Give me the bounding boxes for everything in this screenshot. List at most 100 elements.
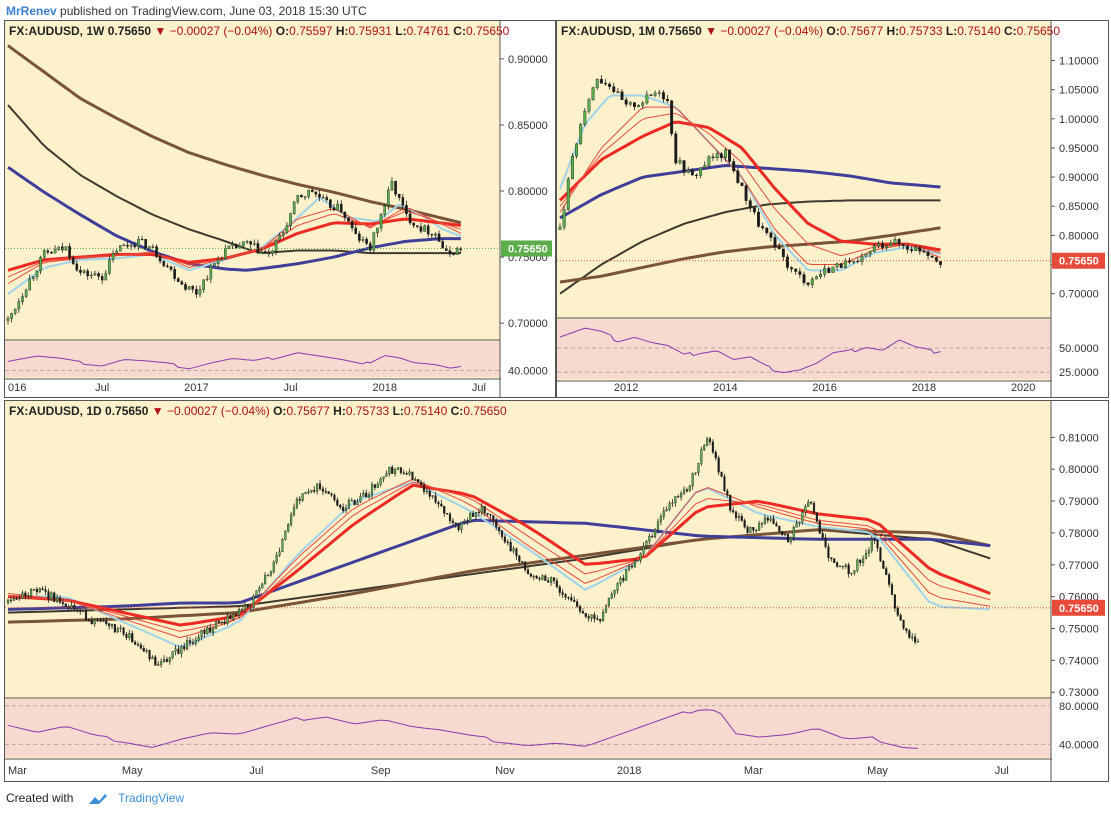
tradingview-cloud-icon[interactable] — [85, 792, 109, 806]
candle-body — [810, 501, 813, 504]
candle — [32, 588, 36, 591]
candle — [333, 493, 336, 502]
candle — [261, 582, 264, 589]
candle-body — [292, 201, 296, 214]
candle — [763, 514, 766, 525]
candle — [443, 505, 446, 517]
candle — [688, 484, 691, 492]
chart-canvas-weekly[interactable]: 0.90000 0.85000 0.80000 0.75000 0.70000 40.00… — [5, 21, 555, 397]
candle — [266, 573, 270, 577]
candle — [459, 246, 463, 254]
candle-body — [463, 520, 466, 523]
candle-body — [229, 615, 232, 620]
moving-average-line — [559, 164, 941, 220]
candle — [336, 497, 339, 507]
candle-body — [343, 211, 347, 218]
candle — [454, 522, 457, 529]
candle-body — [373, 484, 376, 488]
candle — [864, 549, 868, 560]
candle-body — [79, 609, 82, 612]
candle — [269, 570, 272, 577]
candle-body — [402, 472, 405, 474]
candle-body — [359, 496, 362, 502]
candle — [356, 498, 359, 506]
candle-body — [515, 548, 518, 557]
candle-body — [848, 260, 851, 263]
candle — [703, 161, 707, 169]
candle-body — [607, 597, 610, 606]
candle-body — [457, 523, 460, 530]
candle-body — [42, 250, 46, 258]
candle — [876, 539, 879, 552]
legend-last: 0.75650 — [107, 24, 152, 38]
candle-body — [448, 250, 452, 255]
candle-body — [446, 513, 449, 515]
chart-canvas-daily[interactable]: 0.810000.800000.790000.780000.770000.760… — [5, 401, 1108, 781]
candle-body — [82, 610, 85, 612]
legend-open: 0.75677 — [839, 24, 884, 38]
tradingview-link[interactable]: TradingView — [118, 791, 185, 805]
candle-body — [860, 255, 864, 262]
chart-canvas-monthly[interactable]: 1.10000 1.05000 1.00000 0.95000 0.90000 0.850… — [557, 21, 1108, 397]
candle — [99, 617, 102, 623]
candle — [620, 89, 624, 101]
candle-body — [13, 308, 17, 314]
candle — [521, 561, 524, 564]
candle — [232, 613, 235, 622]
candle — [298, 495, 301, 505]
candle-body — [173, 269, 176, 279]
candle — [740, 513, 743, 522]
candle-body — [839, 263, 843, 268]
candle-body — [930, 255, 934, 258]
candle — [680, 490, 683, 501]
candle-body — [836, 562, 839, 567]
publish-info: published on TradingView.com, June 03, 2… — [60, 4, 367, 18]
candle — [766, 516, 769, 524]
candle-body — [275, 555, 278, 563]
price-axis-bg — [501, 21, 555, 397]
candle — [370, 481, 374, 499]
candle — [656, 518, 660, 534]
candle-body — [827, 546, 830, 558]
candle-body — [32, 276, 35, 280]
candle — [58, 595, 62, 605]
candle-body — [194, 639, 197, 644]
candle — [690, 168, 694, 176]
candle-body — [746, 526, 749, 533]
candle-body — [437, 501, 440, 505]
candle-body — [717, 457, 720, 473]
candle — [278, 232, 281, 242]
legend-open: 0.75677 — [286, 404, 330, 418]
legend-high: 0.75733 — [899, 24, 943, 38]
candle — [104, 269, 108, 281]
candle-body — [269, 571, 272, 576]
candle — [752, 526, 755, 534]
candle-body — [521, 561, 524, 563]
candle-body — [212, 628, 215, 633]
candle — [604, 79, 607, 86]
candle — [807, 499, 810, 507]
candle — [27, 592, 30, 600]
candle-body — [602, 611, 605, 622]
candle — [848, 257, 851, 265]
candle-body — [665, 509, 668, 512]
candle — [227, 245, 231, 250]
author-name[interactable]: MrRenev — [6, 4, 57, 18]
candle — [474, 511, 478, 520]
candle — [451, 518, 454, 527]
time-tick-label: Jul — [472, 382, 486, 394]
legend-symbol: FX:AUDUSD — [561, 24, 632, 38]
candle-body — [732, 510, 735, 513]
candle-body — [720, 471, 723, 477]
chart-panel-monthly[interactable]: FX:AUDUSD, 1M 0.75650 ▼ −0.00027 (−0.04%… — [556, 20, 1109, 398]
candle — [835, 262, 839, 271]
candle-body — [677, 496, 680, 498]
candle — [749, 526, 752, 534]
candle — [622, 574, 625, 583]
candle-body — [160, 661, 163, 665]
candle-body — [726, 490, 729, 496]
candle — [414, 476, 417, 482]
chart-panel-daily[interactable]: FX:AUDUSD, 1D 0.75650 ▼ −0.00027 (−0.04%… — [4, 400, 1109, 782]
candle-body — [591, 87, 595, 101]
chart-panel-weekly[interactable]: FX:AUDUSD, 1W 0.75650 ▼ −0.00027 (−0.04%… — [4, 20, 556, 398]
